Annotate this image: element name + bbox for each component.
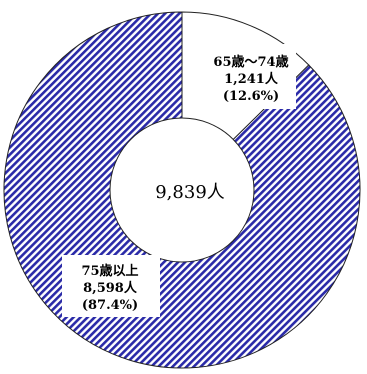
center-hole: [109, 117, 255, 263]
total-label: 9,839人: [155, 182, 225, 203]
slice-count-75-plus: 8,598人: [83, 280, 138, 296]
label-box-75-plus: [62, 255, 160, 317]
slice-percent-75-plus: (87.4%): [82, 298, 138, 313]
slice-name-75-plus: 75歳以上: [81, 263, 138, 279]
slice-count-65-74: 1,241人: [224, 71, 279, 87]
label-box-65-74: [206, 44, 296, 109]
slice-percent-65-74: (12.6%): [223, 89, 279, 104]
slice-name-65-74: 65歳～74歳: [213, 54, 288, 70]
